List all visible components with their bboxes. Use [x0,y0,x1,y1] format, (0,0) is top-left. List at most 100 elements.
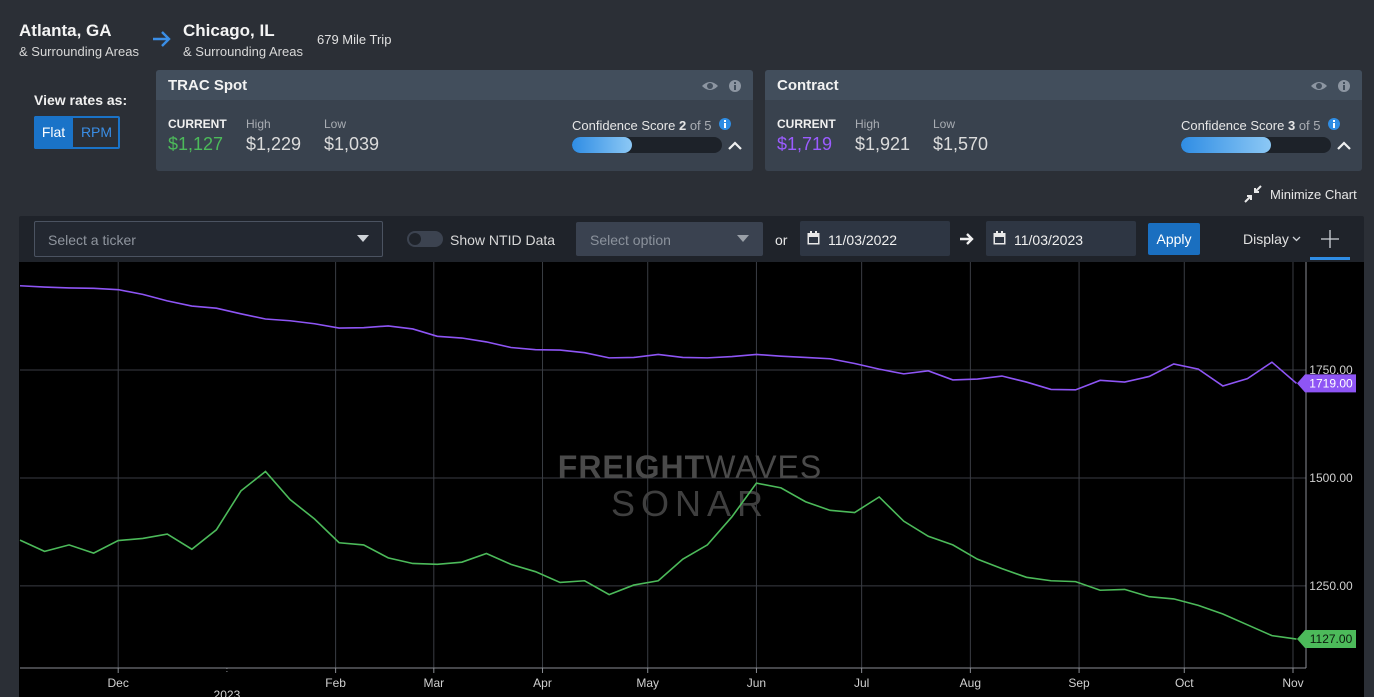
ticker-placeholder: Select a ticker [48,232,136,248]
card-icons [702,80,741,92]
start-date: 11/03/2022 [828,232,898,248]
x-tick-label: Jul [854,676,869,690]
x-tick-label: Oct [1175,676,1194,690]
low-label: Low [933,117,956,131]
score-max: 5 [1313,118,1321,133]
current-value: $1,719 [777,134,833,154]
confidence-fill [1181,137,1271,153]
high-label: High [246,117,271,131]
display-menu[interactable]: Display [1243,231,1289,247]
origin: Atlanta, GA [19,21,112,40]
trip-length: 679 Mile Trip [317,32,392,47]
chart: 1250.00 1500.00 1750.00 Dec Feb Mar Apr May Jun J… [19,262,1364,697]
rpm-option[interactable]: RPM [80,124,113,140]
watermark-product: SONAR [611,483,769,524]
start-date-input[interactable] [800,221,950,256]
watermark-brand: FREIGHTWAVES [558,449,822,485]
x-tick-label: Mar [423,676,444,690]
option-select[interactable] [576,222,763,256]
high-value: $1,921 [855,134,911,154]
minimize-chart[interactable]: Minimize Chart [1270,187,1357,202]
confidence-score: 3 [1287,118,1296,133]
end-date-input[interactable] [986,221,1136,256]
current-label: CURRENT [777,117,836,131]
rate-card: TRAC Spot CURRENT $1,127 High $1,229 Low $1,03… [156,70,753,171]
series-line [19,284,1298,391]
minimize-icon [1244,185,1262,203]
route-arrow [153,31,171,47]
last-value-tag [1297,374,1356,393]
calendar-icon [807,231,820,245]
year-label: 2023 [214,688,241,697]
high-value: $1,229 [246,134,302,154]
ntid-label: Show NTID Data [450,232,556,248]
plot-background [19,262,1364,697]
dropdown-caret [357,235,369,242]
info-glyph [734,85,736,90]
card-icons [1311,80,1350,92]
x-tick-label: Apr [533,676,552,690]
confidence: Confidence Score 2 of 5 [572,118,733,133]
x-tick-label: Feb [325,676,346,690]
y-tick-label: 1750.00 [1309,363,1353,377]
display-caret [1292,236,1301,242]
confidence-label: Confidence Score [1181,118,1285,133]
calendar-icon [993,231,1006,245]
collapse-chevron[interactable] [728,141,742,151]
high-label: High [855,117,880,131]
x-tick-label: Nov [1282,676,1303,690]
card-title: Contract [777,77,839,94]
origin-sub: & Surrounding Areas [19,44,139,59]
date-arrow [960,233,974,245]
ticker-select[interactable] [34,221,383,257]
last-value-tag [1297,630,1356,649]
x-tick-label: May [636,676,659,690]
collapse-chevron[interactable] [1337,141,1351,151]
option-placeholder: Select option [590,232,671,248]
last-value-label: 1127.00 [1310,632,1353,646]
current-value: $1,127 [168,134,224,154]
current-label: CURRENT [168,117,227,131]
view-rates-label: View rates as: [34,92,128,108]
y-tick-label: 1250.00 [1309,579,1353,593]
confidence-bar [1181,137,1331,153]
end-date: 11/03/2023 [1014,232,1084,248]
confidence-label: Confidence Score [572,118,676,133]
card-header: TRAC Spot [156,70,753,100]
confidence: Confidence Score 3 of 5 [1181,118,1342,133]
rate-card: Contract CURRENT $1,719 High $1,921 Low $1,570… [765,70,1362,171]
confidence-score: 2 [678,118,687,133]
series-line [19,470,1297,640]
last-value-label: 1719.00 [1309,376,1353,390]
x-tick-label: Sep [1068,676,1090,690]
destination-sub: & Surrounding Areas [183,44,303,59]
low-value: $1,570 [933,134,989,154]
score-of: of [689,118,701,133]
watermark-light: WAVES [705,449,822,485]
low-value: $1,039 [324,134,380,154]
info-glyph [734,82,736,84]
eye-pupil [1316,83,1322,89]
apply-button[interactable]: Apply [1148,223,1200,255]
confidence-fill [572,137,632,153]
switch-knob [409,233,421,245]
flat-option[interactable]: Flat [34,116,73,149]
card-title: TRAC Spot [168,77,248,94]
destination: Chicago, IL [183,21,275,40]
x-tick-label: Aug [960,676,981,690]
watermark-bold: FREIGHT [558,449,705,485]
info-icon[interactable] [1327,118,1342,132]
info-icon[interactable] [718,118,733,132]
dropdown-caret [737,235,749,242]
x-tick-label: Jun [747,676,766,690]
confidence-bar [572,137,722,153]
y-tick-label: 1500.00 [1309,471,1353,485]
score-of: of [1298,118,1310,133]
crosshair-tool[interactable] [1310,228,1350,260]
or-label: or [775,232,788,248]
low-label: Low [324,117,347,131]
info-glyph [1343,82,1345,84]
info-glyph [1343,85,1345,90]
card-header: Contract [765,70,1362,100]
